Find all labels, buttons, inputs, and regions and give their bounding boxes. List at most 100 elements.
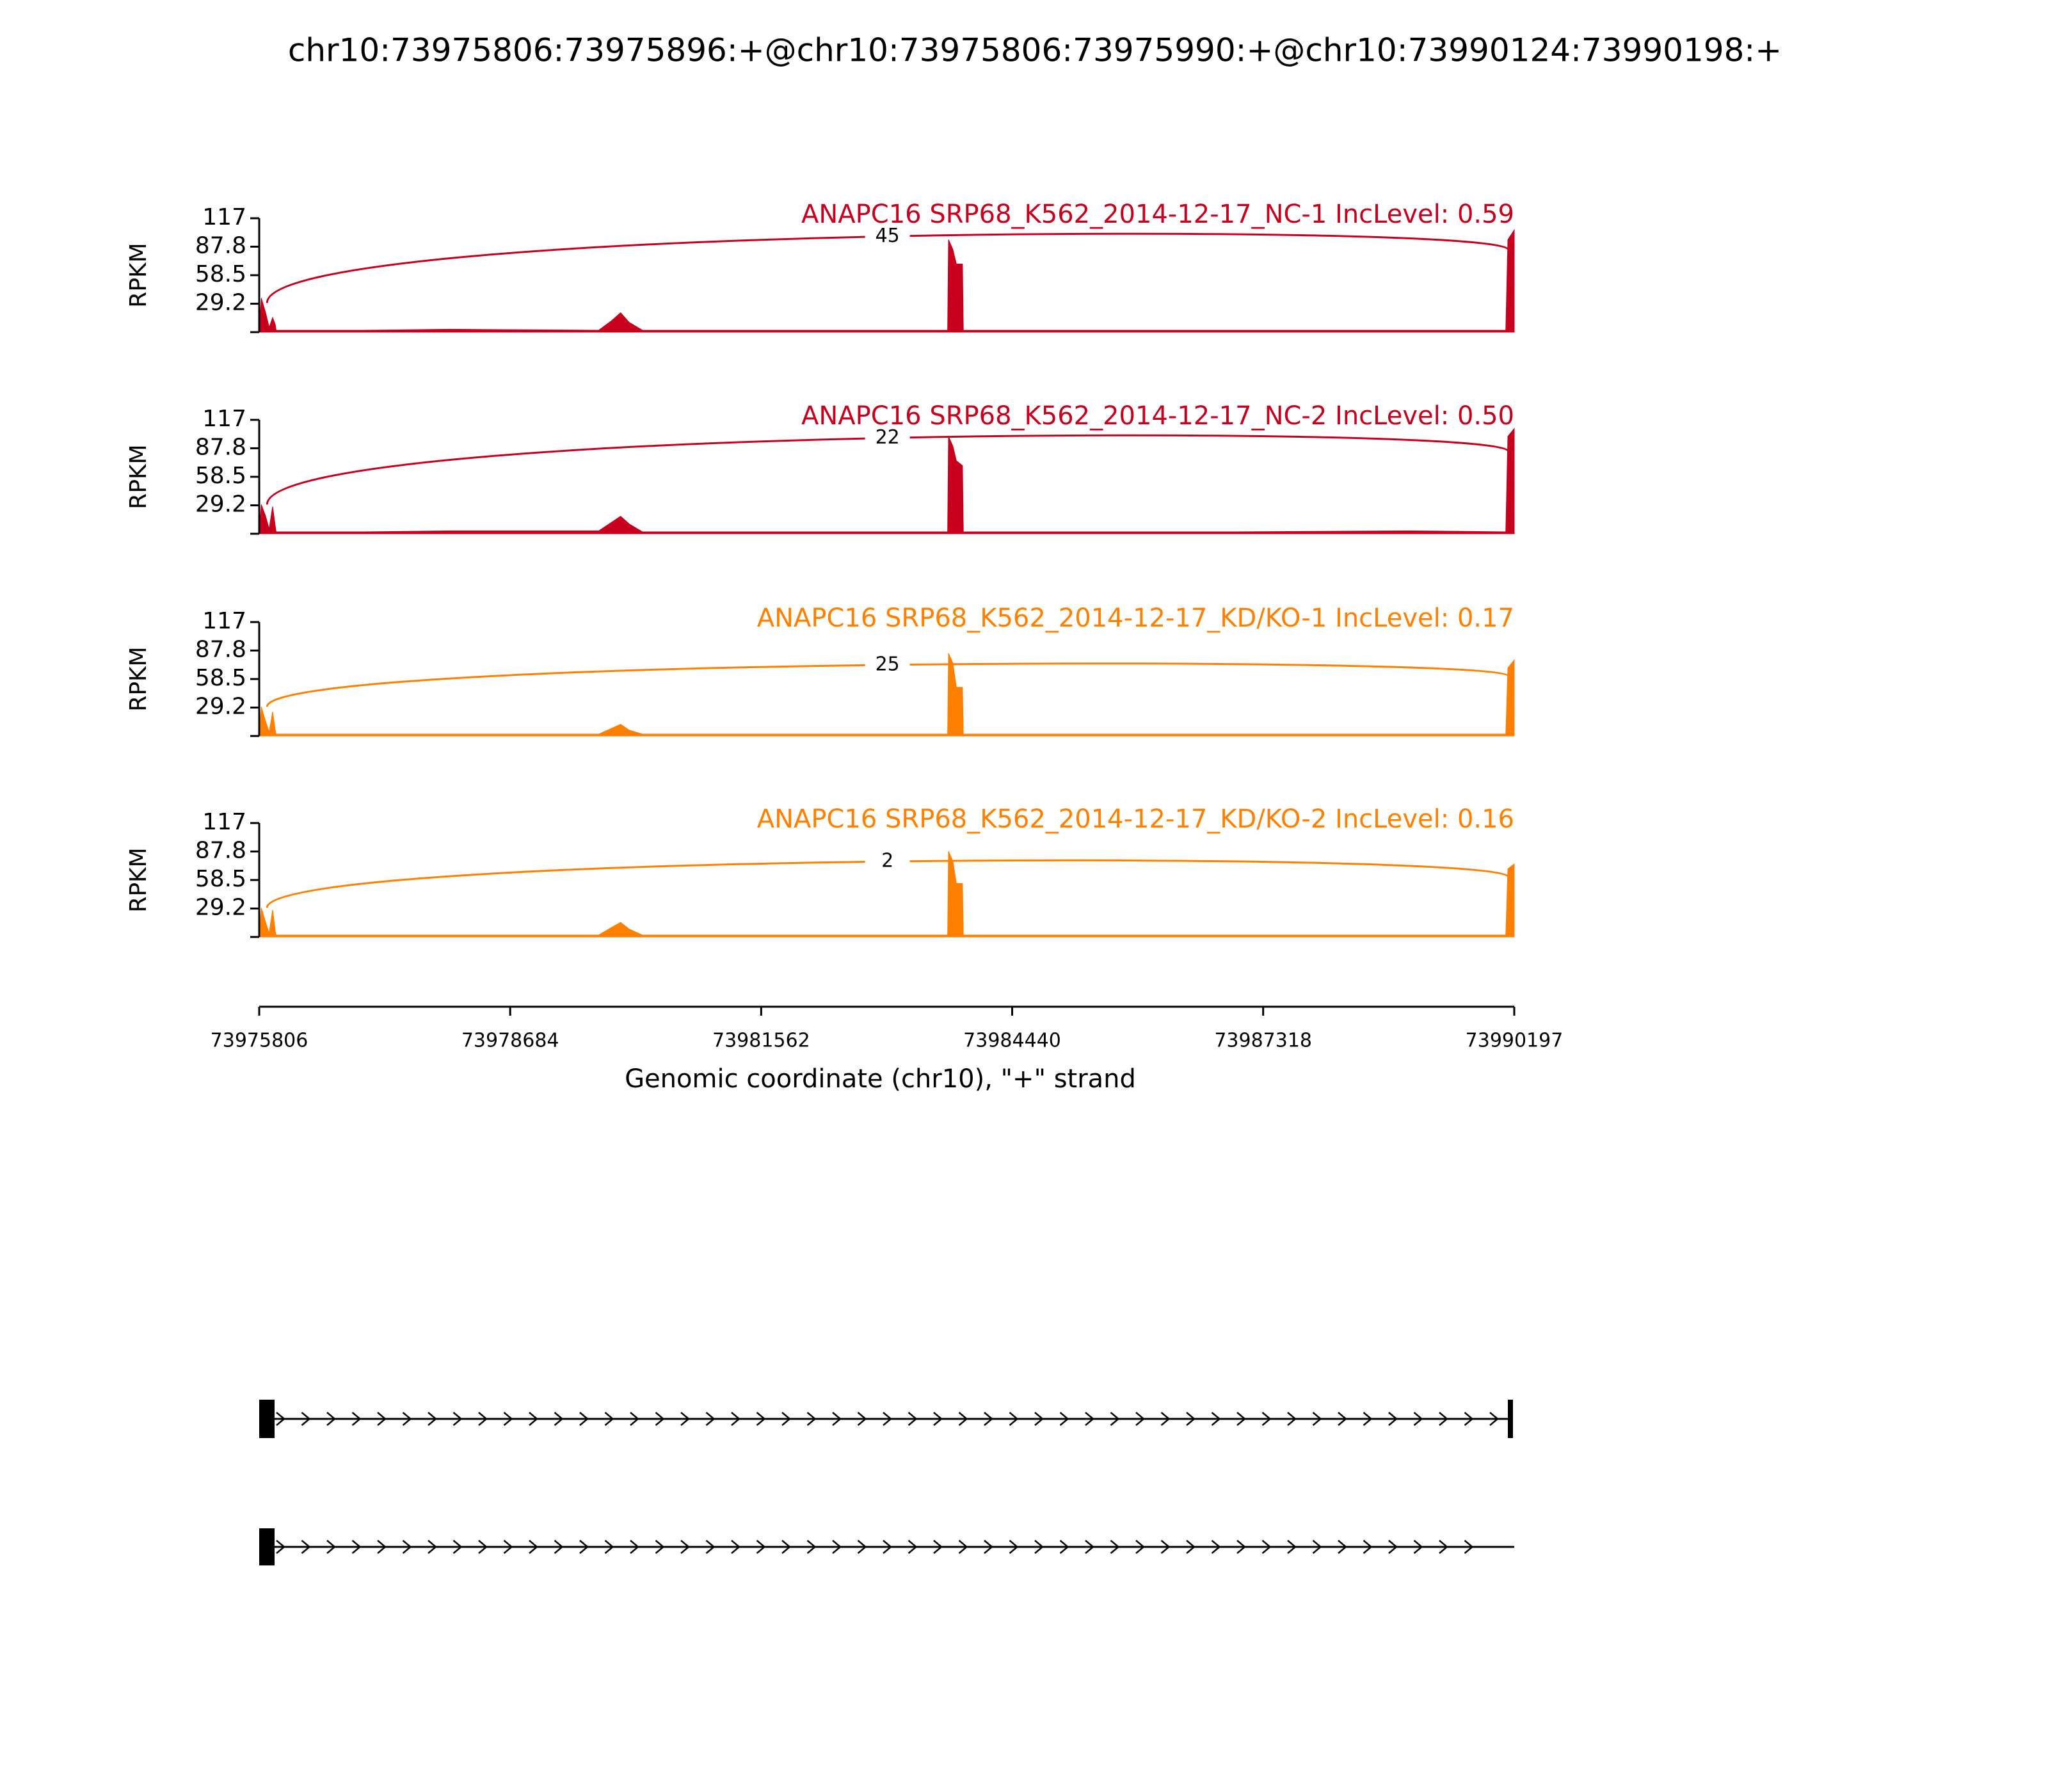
strand-arrow (1464, 1540, 1474, 1554)
strand-arrow (377, 1412, 387, 1426)
strand-arrow (630, 1540, 639, 1554)
y-tick-label: 29.2 (195, 694, 246, 720)
strand-arrow (832, 1412, 842, 1426)
strand-arrow (604, 1540, 614, 1554)
coverage-area (259, 228, 1515, 333)
y-tick-label: 87.8 (195, 232, 246, 259)
y-tick-label: 29.2 (195, 492, 246, 518)
strand-arrow (1160, 1540, 1171, 1554)
junction-count: 45 (876, 225, 900, 247)
strand-arrow (857, 1412, 867, 1426)
strand-arrow (452, 1540, 463, 1554)
strand-arrow (1363, 1540, 1373, 1554)
coverage-area (259, 428, 1515, 534)
strand-arrow (933, 1540, 943, 1554)
strand-arrow (806, 1412, 817, 1426)
junction-label-bg (865, 850, 910, 874)
strand-arrow (1489, 1412, 1499, 1426)
strand-arrow (1261, 1540, 1272, 1554)
strand-arrow (958, 1540, 968, 1554)
y-tick-label: 58.5 (195, 463, 246, 489)
strand-arrow (579, 1412, 589, 1426)
y-tick-label: 87.8 (195, 636, 246, 662)
strand-arrow (984, 1540, 993, 1554)
strand-arrow (1413, 1540, 1423, 1554)
strand-arrow (326, 1540, 336, 1554)
y-axis-label: RPKM (125, 646, 152, 711)
strand-arrow (1009, 1540, 1019, 1554)
y-tick-label: 117 (202, 608, 246, 634)
x-tick-label: 73975806 (211, 1030, 308, 1052)
strand-arrow (478, 1412, 488, 1426)
strand-arrow (1085, 1540, 1094, 1554)
strand-arrow (1236, 1540, 1246, 1554)
strand-arrow (1059, 1412, 1069, 1426)
strand-arrow (604, 1412, 614, 1426)
strand-arrow (554, 1412, 564, 1426)
y-tick-label: 29.2 (195, 895, 246, 921)
y-tick-label: 87.8 (195, 434, 246, 460)
strand-arrow (680, 1540, 690, 1554)
strand-arrow (756, 1412, 766, 1426)
strand-arrow (933, 1412, 943, 1426)
strand-arrow (402, 1412, 412, 1426)
strand-arrow (857, 1540, 867, 1554)
strand-arrow (428, 1412, 437, 1426)
y-tick-label: 58.5 (195, 866, 246, 892)
y-tick-label: 87.8 (195, 837, 246, 863)
strand-arrow (1211, 1412, 1221, 1426)
y-tick-label: 117 (202, 406, 246, 432)
strand-arrow (1236, 1412, 1246, 1426)
strand-arrow (1085, 1412, 1094, 1426)
strand-arrow (503, 1540, 513, 1554)
strand-arrow (781, 1540, 791, 1554)
strand-arrow (1287, 1412, 1297, 1426)
strand-arrow (1439, 1412, 1448, 1426)
track-title: ANAPC16 SRP68_K562_2014-12-17_NC-1 IncLe… (801, 200, 1514, 229)
strand-arrow (351, 1412, 362, 1426)
strand-arrow (276, 1412, 285, 1426)
strand-arrow (529, 1540, 538, 1554)
strand-arrow (1135, 1412, 1145, 1426)
exon (259, 1400, 275, 1438)
strand-arrow (1110, 1412, 1120, 1426)
strand-arrow (326, 1412, 336, 1426)
track-title: ANAPC16 SRP68_K562_2014-12-17_NC-2 IncLe… (801, 401, 1514, 431)
strand-arrow (781, 1412, 791, 1426)
strand-arrow (705, 1540, 716, 1554)
strand-arrow (452, 1412, 463, 1426)
strand-arrow (1034, 1412, 1044, 1426)
strand-arrow (680, 1412, 690, 1426)
y-tick-label: 29.2 (195, 290, 246, 316)
strand-arrow (1312, 1540, 1322, 1554)
strand-arrow (655, 1540, 665, 1554)
strand-arrow (806, 1540, 817, 1554)
strand-arrow (705, 1412, 716, 1426)
strand-arrow (908, 1412, 918, 1426)
x-tick-label: 73984440 (963, 1030, 1061, 1052)
y-axis-label: RPKM (125, 444, 152, 509)
strand-arrow (301, 1540, 311, 1554)
strand-arrow (579, 1540, 589, 1554)
strand-arrow (1186, 1412, 1196, 1426)
junction-count: 2 (881, 850, 893, 872)
coverage-area (259, 851, 1515, 938)
strand-arrow (1439, 1540, 1448, 1554)
strand-arrow (630, 1412, 639, 1426)
exon (259, 1528, 275, 1565)
strand-arrow (301, 1412, 311, 1426)
strand-arrow (1413, 1412, 1423, 1426)
strand-arrow (756, 1540, 766, 1554)
strand-arrow (1363, 1412, 1373, 1426)
x-tick-label: 73978684 (461, 1030, 559, 1052)
strand-arrow (554, 1540, 564, 1554)
strand-arrow (1211, 1540, 1221, 1554)
strand-arrow (1312, 1412, 1322, 1426)
x-tick-label: 73987318 (1214, 1030, 1312, 1052)
junction-label-bg (865, 653, 910, 676)
strand-arrow (351, 1540, 362, 1554)
strand-arrow (731, 1540, 740, 1554)
y-tick-label: 117 (202, 809, 246, 835)
exon (1508, 1400, 1513, 1438)
y-axis-label: RPKM (125, 243, 152, 307)
